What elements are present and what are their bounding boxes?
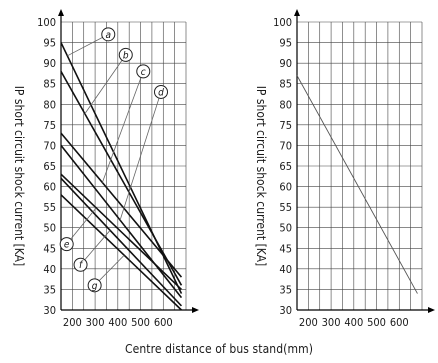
x-tick-label: 300	[86, 316, 105, 329]
callout-leader-d	[119, 91, 162, 221]
y-tick-label: 40	[43, 263, 56, 276]
series-line-f	[60, 177, 183, 307]
y-tick-label: 55	[43, 201, 56, 214]
x-tick-label: 300	[322, 316, 341, 329]
shared-x-axis-title: Centre distance of bus stand(mm)	[124, 342, 314, 356]
callout-leader-g	[94, 254, 125, 286]
y-tick-label: 75	[43, 119, 56, 132]
y-tick-label: 55	[279, 201, 292, 214]
x-tick-label: 500	[131, 316, 150, 329]
series-line-a	[60, 42, 183, 294]
y-tick-label: 85	[279, 78, 292, 91]
callout-label-c: c	[141, 67, 146, 78]
series-line-c	[60, 132, 183, 278]
callout-circle-g	[87, 278, 102, 293]
x-axis-arrow	[192, 307, 199, 313]
x-tick-label: 600	[154, 316, 173, 329]
callout-leader-e	[66, 207, 97, 245]
y-tick-label: 90	[279, 57, 292, 70]
y-tick-label: 35	[279, 283, 292, 296]
y-tick-label: 60	[279, 181, 292, 194]
callout-label-f: f	[79, 260, 84, 271]
x-tick-label: 200	[63, 316, 82, 329]
callout-circle-d	[154, 84, 168, 99]
y-tick-label: 85	[43, 78, 56, 91]
y-tick-label: 65	[279, 160, 292, 173]
y-tick-label: 45	[43, 242, 56, 255]
y-axis-title: IP short circuit shock current [KA]	[254, 86, 268, 267]
y-tick-label: 65	[43, 160, 56, 173]
callout-label-a: a	[106, 30, 112, 41]
x-tick-label: 200	[299, 316, 318, 329]
y-tick-label: 95	[43, 37, 56, 50]
x-tick-label: 400	[344, 316, 363, 329]
series-line	[296, 75, 418, 294]
callout-leader-a	[67, 33, 109, 57]
y-tick-label: 70	[279, 139, 292, 152]
callout-leader-f	[80, 230, 111, 266]
y-tick-label: 70	[43, 139, 56, 152]
callout-label-e: e	[64, 240, 70, 251]
y-tick-label: 75	[279, 119, 292, 132]
y-tick-label: 90	[43, 57, 56, 70]
callout-label-d: d	[158, 87, 164, 98]
x-tick-label: 500	[367, 316, 386, 329]
callout-circle-c	[136, 64, 151, 79]
series-line-d	[60, 144, 183, 299]
left-chart: 30 35 40 45 50 55 60 65 70 75 80 85 90 95 100 200 300 400…	[12, 9, 199, 329]
series-line-e	[60, 173, 183, 291]
y-tick-label: 50	[279, 222, 292, 235]
callout-leader-c	[101, 71, 144, 183]
y-tick-label: 80	[279, 98, 292, 111]
callout-circle-a	[101, 27, 116, 42]
y-axis-title: IP short circuit shock current [KA]	[12, 86, 26, 267]
callout-circle-e	[59, 237, 74, 252]
y-tick-label: 30	[43, 304, 56, 317]
x-tick-label: 400	[108, 316, 127, 329]
x-axis-arrow	[428, 307, 435, 313]
y-tick-label: 100	[37, 16, 56, 29]
y-tick-label: 35	[43, 283, 56, 296]
y-tick-label: 100	[273, 16, 292, 29]
y-tick-label: 95	[279, 37, 292, 50]
y-tick-label: 60	[43, 181, 56, 194]
callout-label-g: g	[92, 281, 98, 292]
y-axis-arrow	[294, 9, 300, 16]
series-line-b	[60, 70, 183, 286]
y-tick-label: 40	[279, 263, 292, 276]
callout-circle-b	[118, 47, 133, 62]
callout-circle-f	[73, 257, 88, 272]
y-tick-label: 80	[43, 98, 56, 111]
y-axis-arrow	[58, 9, 64, 16]
y-tick-label: 30	[279, 304, 292, 317]
right-chart: 30 35 40 45 50 55 60 65 70 75 80 85 90 95 100 200 300 400…	[254, 9, 435, 329]
callout-leader-b	[84, 54, 127, 114]
x-tick-label: 600	[390, 316, 409, 329]
callout-label-b: b	[123, 50, 129, 61]
series-line-g	[60, 194, 183, 311]
y-tick-label: 50	[43, 222, 56, 235]
y-tick-label: 45	[279, 242, 292, 255]
